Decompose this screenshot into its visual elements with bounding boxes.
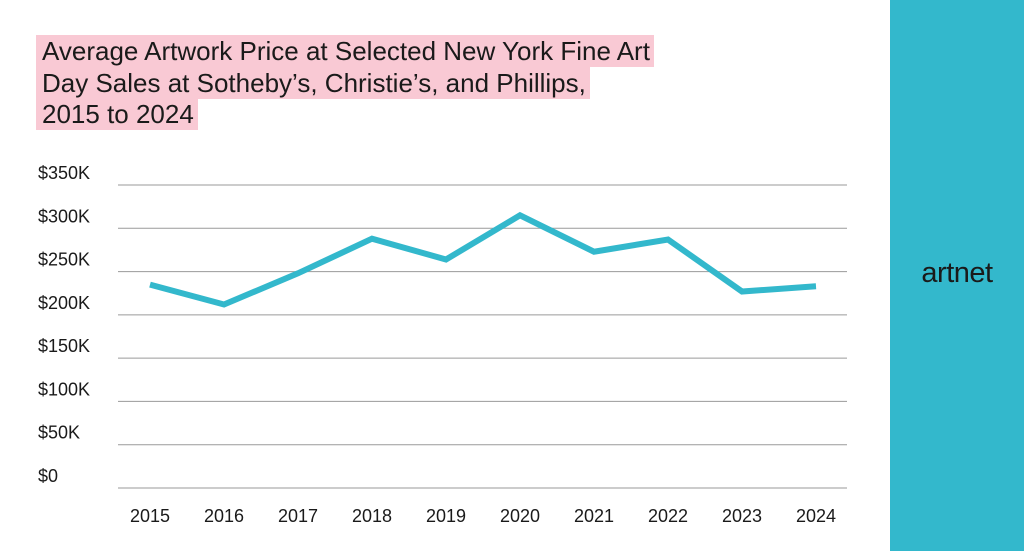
x-tick-label: 2019 [426, 506, 466, 526]
y-tick-label: $100K [38, 379, 90, 399]
y-tick-label: $250K [38, 250, 90, 270]
x-tick-label: 2022 [648, 506, 688, 526]
gridlines [118, 184, 847, 489]
x-tick-label: 2020 [500, 506, 540, 526]
y-tick-label: $0 [38, 466, 58, 486]
y-tick-label: $150K [38, 336, 90, 356]
line-chart: $0 $50K $100K $150K $200K $250K $300K $350K 201… [38, 163, 847, 526]
chart-title-line: Day Sales at Sotheby’s, Christie’s, and … [36, 66, 590, 99]
x-tick-label: 2021 [574, 506, 614, 526]
x-tick-label: 2024 [796, 506, 836, 526]
y-tick-label: $200K [38, 293, 90, 313]
series-line-group [149, 211, 817, 308]
x-tick-label: 2016 [204, 506, 244, 526]
artnet-logo: artnet [921, 257, 993, 289]
brand-sidebar: artnet [890, 0, 1024, 551]
chart-title: Average Artwork Price at Selected New Yo… [36, 35, 816, 131]
chart-title-line: 2015 to 2024 [36, 98, 198, 130]
y-tick-label: $300K [38, 206, 90, 226]
x-tick-label: 2018 [352, 506, 392, 526]
y-tick-label: $350K [38, 163, 90, 183]
y-axis-ticks: $0 $50K $100K $150K $200K $250K $300K $350K [38, 163, 90, 486]
x-axis-ticks: 2015 2016 2017 2018 2019 2020 2021 2022 2023 2024 [130, 506, 836, 526]
x-tick-label: 2023 [722, 506, 762, 526]
y-tick-label: $50K [38, 423, 80, 443]
price-series-line [149, 211, 817, 308]
x-tick-label: 2017 [278, 506, 318, 526]
x-tick-label: 2015 [130, 506, 170, 526]
chart-title-line: Average Artwork Price at Selected New Yo… [36, 35, 654, 67]
